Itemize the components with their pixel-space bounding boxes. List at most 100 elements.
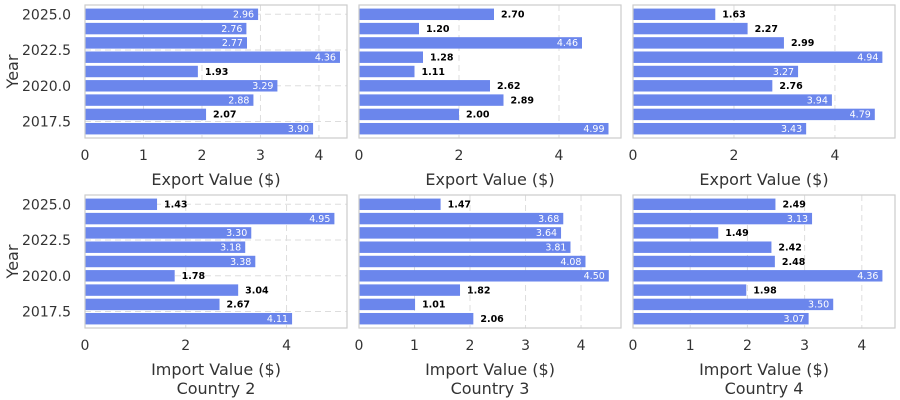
x-tick-label: 1 bbox=[139, 148, 148, 164]
bar-2018 bbox=[359, 298, 416, 311]
x-tick-label: 0 bbox=[81, 148, 90, 164]
bar-2022 bbox=[633, 51, 883, 63]
bar-2024 bbox=[633, 22, 748, 35]
bar-2024 bbox=[359, 212, 564, 225]
value-label-2021: 4.08 bbox=[560, 257, 581, 268]
plot-frame bbox=[84, 4, 348, 139]
y-tick-label: 2020.0 bbox=[22, 79, 71, 95]
x-tick-label: 4 bbox=[577, 338, 586, 354]
bar-2025 bbox=[633, 8, 716, 21]
x-tick-label: 4 bbox=[857, 338, 866, 354]
panel-1: 3.90 2.07 2.883.29 1.93 4.36 2.77 2.76 2.96 0 1 2 3… bbox=[3, 4, 348, 189]
bar-2019 bbox=[85, 284, 239, 296]
value-label-2024: 1.20 bbox=[426, 24, 450, 35]
bar-2025 bbox=[633, 198, 776, 211]
x-axis-label: Import Value ($) bbox=[699, 360, 829, 379]
bar-2024 bbox=[85, 212, 335, 225]
value-label-2024: 3.13 bbox=[787, 214, 808, 225]
bar-2024 bbox=[633, 212, 813, 225]
value-label-2019: 3.04 bbox=[245, 285, 269, 296]
value-label-2020: 3.29 bbox=[252, 81, 273, 92]
x-tick-label: 0 bbox=[629, 148, 638, 164]
value-label-2017: 3.90 bbox=[288, 124, 309, 135]
bar-2023 bbox=[359, 37, 582, 49]
x-tick-label: 4 bbox=[314, 148, 323, 164]
bar-2022 bbox=[633, 241, 772, 253]
value-label-2021: 3.27 bbox=[773, 67, 794, 78]
value-label-2020: 4.50 bbox=[584, 271, 605, 282]
value-label-2024: 3.68 bbox=[538, 214, 559, 225]
bar-2024 bbox=[85, 22, 247, 35]
value-label-2025: 1.63 bbox=[722, 10, 745, 21]
value-label-2019: 1.82 bbox=[467, 285, 490, 296]
y-tick-label: 2025.0 bbox=[22, 7, 71, 23]
value-label-2022: 4.36 bbox=[315, 52, 336, 63]
panel-6: 3.07 3.50 1.98 4.36 2.48 2.42 1.49 3.13 2.49 0 1 2 3… bbox=[629, 194, 896, 398]
value-label-2021: 1.11 bbox=[422, 67, 445, 78]
x-tick-label: 3 bbox=[800, 338, 809, 354]
bar-2019 bbox=[633, 94, 832, 106]
value-label-2023: 3.30 bbox=[226, 228, 247, 239]
value-label-2020: 4.36 bbox=[857, 271, 878, 282]
value-label-2023: 4.46 bbox=[557, 38, 578, 49]
value-label-2024: 4.95 bbox=[309, 214, 330, 225]
x-axis-label: Export Value ($) bbox=[151, 170, 280, 189]
panel-3: 3.43 4.79 3.94 2.76 3.27 4.94 2.99 2.27 1.63 0 2 4E… bbox=[629, 4, 896, 189]
panel-2: 4.99 2.00 2.89 2.62 1.11 1.28 4.46 1.20 2.70 0 2 4E… bbox=[355, 4, 622, 189]
bar-2020 bbox=[633, 270, 883, 282]
bar-2018 bbox=[633, 108, 875, 121]
x-axis-label: Import Value ($) bbox=[151, 360, 281, 379]
value-label-2023: 2.99 bbox=[791, 38, 814, 49]
y-tick-label: 2017.5 bbox=[22, 115, 71, 131]
value-label-2020: 2.76 bbox=[779, 81, 803, 92]
x-tick-label: 2 bbox=[455, 148, 464, 164]
chart-title: Country 2 bbox=[177, 379, 256, 398]
value-label-2018: 4.79 bbox=[850, 110, 871, 121]
bar-2021 bbox=[633, 255, 775, 268]
value-label-2024: 2.76 bbox=[221, 24, 242, 35]
x-tick-label: 2 bbox=[466, 338, 475, 354]
y-tick-label: 2022.5 bbox=[22, 233, 71, 249]
value-label-2022: 2.42 bbox=[778, 242, 801, 253]
x-tick-label: 2 bbox=[181, 338, 190, 354]
panel-4: 4.11 2.67 3.04 1.78 3.38 3.18 3.30 4.95 1.43 0 2 4 2… bbox=[3, 194, 348, 398]
x-tick-label: 2 bbox=[198, 148, 207, 164]
value-label-2019: 1.98 bbox=[753, 285, 777, 296]
value-label-2017: 3.07 bbox=[783, 314, 804, 325]
bar-2022 bbox=[85, 51, 340, 63]
bar-2018 bbox=[85, 298, 220, 311]
bar-2020 bbox=[633, 80, 773, 92]
plot-frame bbox=[84, 194, 348, 329]
bar-2024 bbox=[359, 22, 419, 35]
value-label-2025: 2.96 bbox=[233, 10, 254, 21]
bar-2023 bbox=[85, 37, 247, 49]
panel-5: 2.06 1.01 1.82 4.504.08 3.81 3.64 3.68 1.47 0 1 2 3… bbox=[355, 194, 622, 398]
bar-2021 bbox=[85, 255, 256, 268]
value-label-2021: 3.38 bbox=[230, 257, 251, 268]
chart-title: Country 4 bbox=[725, 379, 804, 398]
x-axis-label: Export Value ($) bbox=[699, 170, 828, 189]
bar-2025 bbox=[85, 198, 158, 211]
value-label-2021: 2.48 bbox=[782, 257, 806, 268]
value-label-2017: 4.11 bbox=[267, 314, 288, 325]
value-label-2022: 3.81 bbox=[545, 242, 566, 253]
bar-2022 bbox=[359, 241, 571, 253]
value-label-2017: 4.99 bbox=[583, 124, 604, 135]
bar-2017 bbox=[633, 122, 807, 135]
x-tick-label: 4 bbox=[282, 338, 291, 354]
bar-2020 bbox=[359, 80, 490, 92]
value-label-2018: 2.07 bbox=[213, 110, 236, 121]
value-label-2022: 4.94 bbox=[857, 52, 878, 63]
value-label-2020: 2.62 bbox=[497, 81, 520, 92]
bar-2021 bbox=[633, 65, 799, 78]
bar-2019 bbox=[359, 284, 461, 296]
x-tick-label: 0 bbox=[81, 338, 90, 354]
y-tick-label: 2017.5 bbox=[22, 305, 71, 321]
x-axis-label: Import Value ($) bbox=[425, 360, 555, 379]
x-tick-label: 3 bbox=[256, 148, 265, 164]
chart-title: Country 3 bbox=[451, 379, 530, 398]
value-label-2019: 2.88 bbox=[228, 95, 249, 106]
bar-2017 bbox=[85, 312, 293, 325]
bar-2017 bbox=[85, 122, 314, 135]
bar-2025 bbox=[359, 8, 494, 21]
